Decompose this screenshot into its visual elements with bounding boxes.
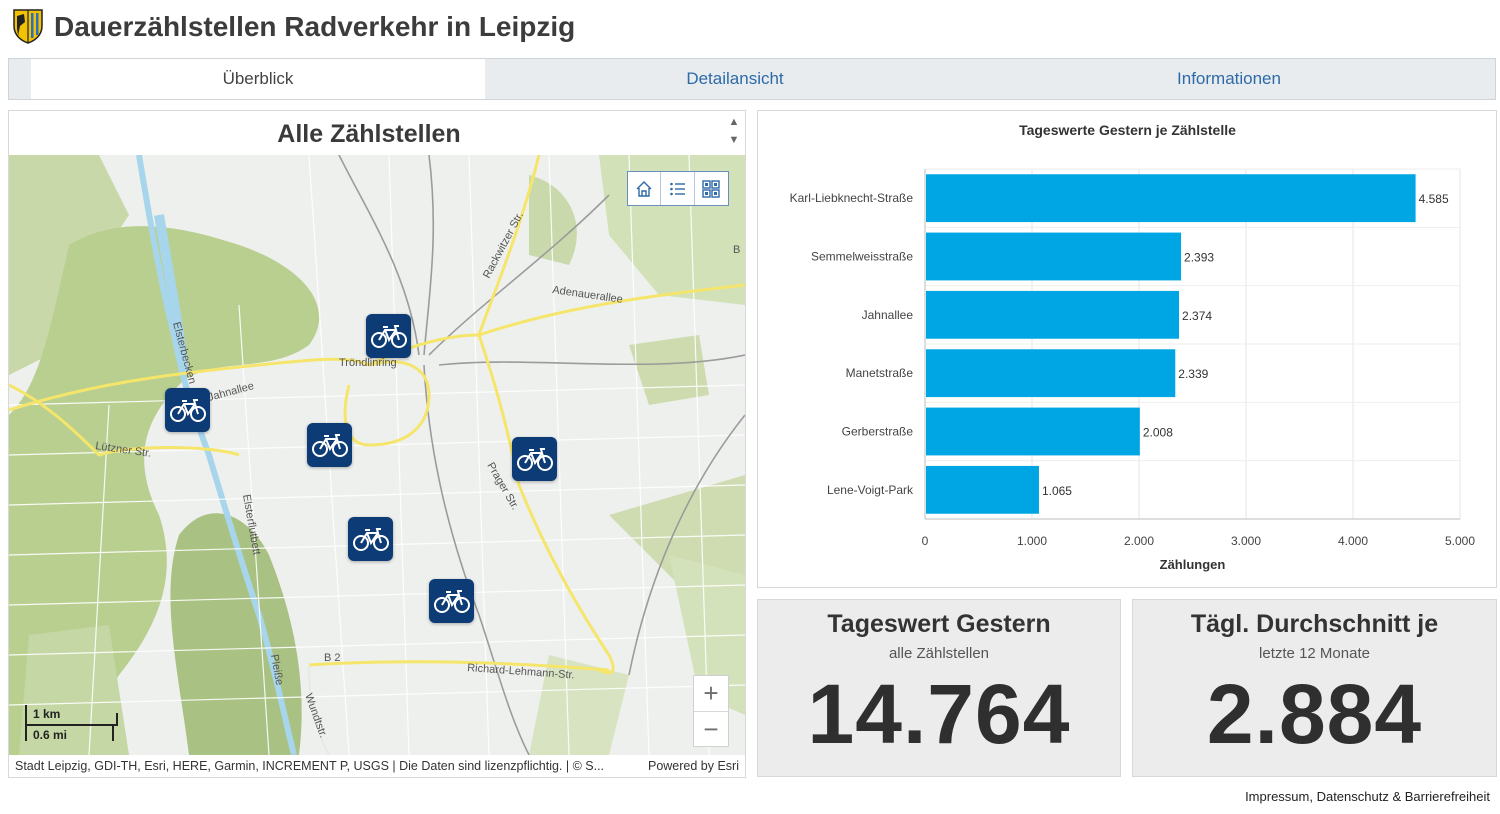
tab-ueberblick[interactable]: Überblick: [9, 59, 485, 99]
street-label-adenauerallee: Adenauerallee: [552, 284, 624, 306]
kpi-title: Tageswert Gestern: [827, 610, 1051, 638]
bar: [926, 232, 1182, 281]
map-toolbar: [627, 171, 729, 206]
y-category-label: Lene-Voigt-Park: [827, 483, 914, 497]
bicycle-icon: [516, 448, 553, 471]
zoom-in-button[interactable]: +: [703, 678, 719, 708]
chevron-up-icon[interactable]: ▲: [728, 116, 740, 128]
x-tick-label: 2.000: [1124, 534, 1154, 548]
zoom-out-button[interactable]: −: [694, 711, 728, 746]
x-tick-label: 1.000: [1017, 534, 1047, 548]
street-label-wundtstr: Wundtstr.: [302, 692, 329, 740]
kpi-value: 2.884: [1206, 667, 1423, 761]
tab-informationen[interactable]: Informationen: [1177, 69, 1281, 88]
scale-km: 1 km: [33, 707, 61, 721]
water-label-pleisse: Pleiße: [268, 653, 285, 686]
bar: [926, 407, 1140, 456]
bicycle-icon: [433, 590, 470, 613]
bar-value-label: 2.393: [1184, 251, 1214, 265]
y-category-label: Karl-Liebknecht-Straße: [790, 191, 914, 205]
bar-value-label: 4.585: [1419, 192, 1449, 206]
leipzig-coat-of-arms-logo: [13, 9, 43, 44]
bar: [926, 290, 1180, 339]
x-tick-label: 0: [922, 534, 929, 548]
bar-value-label: 2.339: [1178, 367, 1208, 381]
bar-chart-panel: Tageswerte Gestern je Zählstelle 0 1.000 2.…: [757, 110, 1497, 588]
bike-counter-marker[interactable]: [512, 437, 557, 481]
y-category-label: Manetstraße: [846, 366, 914, 380]
chevron-down-icon[interactable]: ▼: [728, 134, 740, 146]
kpi-subtitle: alle Zählstellen: [888, 645, 990, 662]
bar-chart: Tageswerte Gestern je Zählstelle 0 1.000 2.…: [790, 122, 1476, 572]
bicycle-icon: [370, 325, 407, 348]
basemap-gallery-icon: [702, 179, 721, 198]
footer-legal-link[interactable]: Impressum, Datenschutz & Barrierefreihei…: [1245, 789, 1490, 804]
bike-counter-marker[interactable]: [165, 388, 210, 432]
chart-title: Tageswerte Gestern je Zählstelle: [1019, 122, 1236, 138]
bike-counter-marker[interactable]: [307, 423, 352, 467]
bar-value-label: 1.065: [1042, 484, 1072, 498]
map-panel: Alle Zählstellen ▲ ▼: [8, 110, 746, 778]
tab-bar: Überblick Detailansicht Informationen: [8, 58, 1496, 100]
bike-counter-marker[interactable]: [348, 517, 393, 561]
kpi-card-daily-average: Tägl. Durchschnitt je letzte 12 Monate 2…: [1132, 599, 1497, 777]
street-label-troendlinring: Tröndlinring: [339, 357, 397, 369]
scale-mi: 0.6 mi: [33, 728, 68, 742]
kpi-value: 14.764: [807, 667, 1071, 761]
bike-counter-marker[interactable]: [366, 314, 411, 358]
app-title: Dauerzählstellen Radverkehr in Leipzig: [54, 11, 576, 42]
x-tick-label: 5.000: [1445, 534, 1475, 548]
bar-value-label: 2.374: [1182, 309, 1212, 323]
bicycle-icon: [169, 399, 206, 422]
city-map[interactable]: Jahnallee Lützner Str. Tröndlinring Aden…: [9, 155, 745, 755]
legend-list-icon: [669, 182, 685, 195]
street-label-b: B: [733, 244, 740, 256]
map-panel-title: Alle Zählstellen: [277, 120, 461, 148]
bicycle-icon: [311, 434, 348, 457]
y-category-label: Gerberstraße: [842, 425, 914, 439]
kpi-title: Tägl. Durchschnitt je: [1190, 610, 1439, 638]
street-label-b2: B 2: [324, 652, 341, 664]
bar-value-label: 2.008: [1143, 426, 1173, 440]
y-category-label: Jahnallee: [862, 308, 914, 322]
app-header: Dauerzählstellen Radverkehr in Leipzig: [0, 0, 1500, 56]
panel-scroll-arrows[interactable]: ▲ ▼: [727, 113, 741, 153]
tab-detailansicht[interactable]: Detailansicht: [686, 69, 784, 88]
street-label-jahnallee: Jahnallee: [207, 380, 256, 404]
bicycle-icon: [352, 528, 389, 551]
attribution-text: Stadt Leipzig, GDI-TH, Esri, HERE, Garmi…: [15, 759, 605, 773]
legend-button[interactable]: [661, 172, 695, 205]
map-attribution: Stadt Leipzig, GDI-TH, Esri, HERE, Garmi…: [9, 755, 745, 777]
bar: [926, 174, 1416, 223]
x-tick-label: 4.000: [1338, 534, 1368, 548]
kpi-card-yesterday: Tageswert Gestern alle Zählstellen 14.76…: [757, 599, 1121, 777]
powered-by-esri[interactable]: Powered by Esri: [647, 759, 739, 773]
kpi-subtitle: letzte 12 Monate: [1259, 645, 1370, 662]
scale-bar-lines: [25, 705, 118, 741]
x-axis-title: Zählungen: [1160, 557, 1226, 572]
bar: [926, 465, 1039, 514]
x-tick-label: 3.000: [1231, 534, 1261, 548]
bike-counter-marker[interactable]: [429, 579, 474, 623]
zoom-control: + −: [693, 675, 729, 747]
home-button[interactable]: [628, 172, 662, 205]
map-basemap: Jahnallee Lützner Str. Tröndlinring Aden…: [9, 155, 745, 755]
bar: [926, 349, 1176, 398]
basemap-gallery-button[interactable]: [695, 172, 728, 205]
home-icon: [636, 180, 652, 197]
scale-bar: 1 km 0.6 mi: [25, 705, 121, 745]
y-category-label: Semmelweisstraße: [811, 250, 913, 264]
